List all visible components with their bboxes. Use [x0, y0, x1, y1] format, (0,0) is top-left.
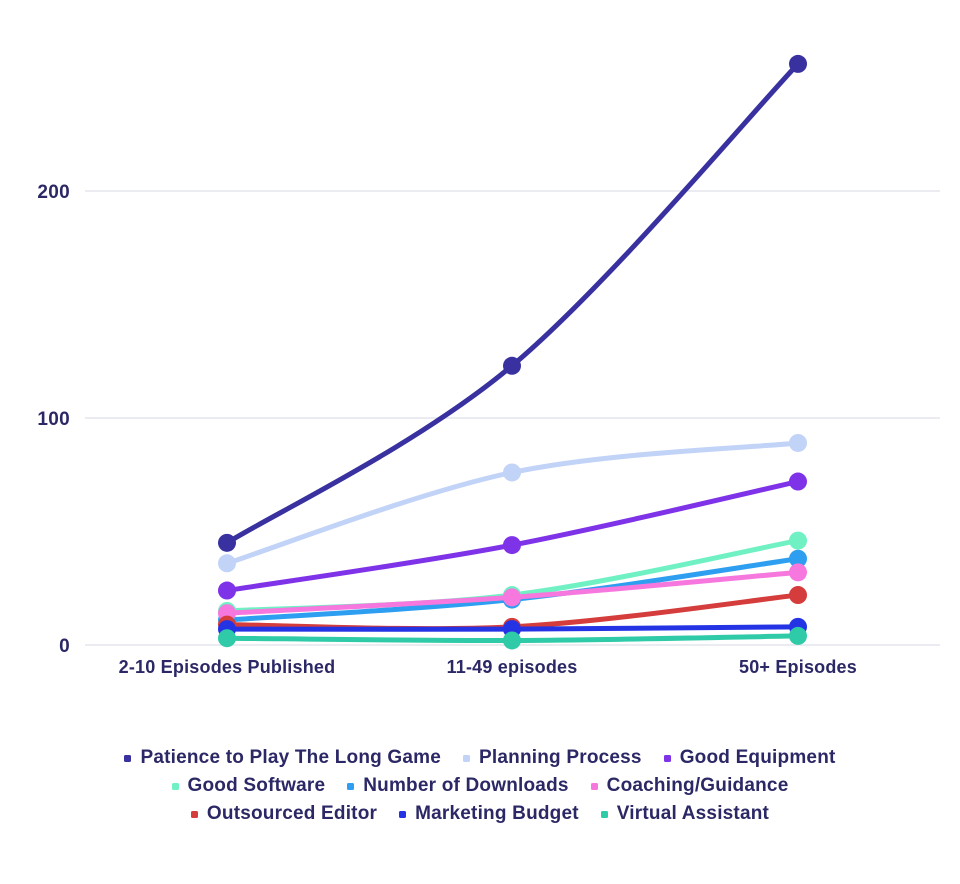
series-point-good-equipment-0 — [218, 581, 236, 600]
legend-item-marketing-budget[interactable]: Marketing Budget — [399, 803, 579, 825]
legend-marker-good-software — [171, 782, 179, 790]
series-point-planning-process-0 — [218, 554, 236, 573]
legend-marker-outsourced-editor — [190, 810, 198, 818]
legend-item-label: Coaching/Guidance — [606, 775, 789, 796]
series-point-good-equipment-1 — [503, 536, 521, 555]
y-axis-tick-label-100: 100 — [37, 409, 70, 430]
legend-item-label: Number of Downloads — [363, 775, 569, 796]
legend-item-virtual-assistant[interactable]: Virtual Assistant — [600, 803, 770, 825]
series-point-virtual-assistant-2 — [789, 626, 807, 645]
series-point-planning-process-2 — [789, 433, 807, 452]
legend-marker-coaching-guidance — [590, 782, 598, 790]
legend-marker-good-equipment — [663, 754, 671, 762]
x-axis-label-1: 11-49 episodes — [447, 657, 578, 677]
legend-marker-planning-process — [463, 754, 471, 762]
legend-item-label: Outsourced Editor — [206, 803, 378, 824]
series-point-patience-to-play-the-long-game-0 — [218, 533, 236, 552]
legend-item-label: Good Software — [187, 775, 326, 796]
legend-item-good-equipment[interactable]: Good Equipment — [663, 747, 836, 769]
legend-item-label: Virtual Assistant — [616, 803, 770, 824]
series-point-number-of-downloads-2 — [789, 549, 807, 568]
chart-plot-area: 0 100 200 2-10 Episodes Published 11-49 epis… — [37, 54, 940, 677]
series-point-coaching-guidance-1 — [503, 588, 521, 607]
series-point-outsourced-editor-2 — [789, 586, 807, 605]
series-point-virtual-assistant-0 — [218, 629, 236, 648]
series-point-virtual-assistant-1 — [503, 631, 521, 650]
legend-item-good-software[interactable]: Good Software — [171, 775, 326, 797]
legend-item-outsourced-editor[interactable]: Outsourced Editor — [190, 803, 378, 825]
legend-row-0: Patience to Play The Long Game Planning P… — [0, 744, 960, 772]
legend-marker-virtual-assistant — [600, 810, 608, 818]
legend-item-label: Patience to Play The Long Game — [140, 747, 442, 768]
series-point-coaching-guidance-2 — [789, 563, 807, 582]
legend-item-planning-process[interactable]: Planning Process — [463, 747, 642, 769]
legend-item-label: Marketing Budget — [415, 803, 579, 824]
legend-item-coaching-guidance[interactable]: Coaching/Guidance — [590, 775, 789, 797]
legend-marker-patience-to-play-the-long-game — [124, 754, 132, 762]
x-axis-label-2: 50+ Episodes — [739, 657, 857, 677]
series-point-patience-to-play-the-long-game-1 — [503, 356, 521, 375]
x-axis-label-0: 2-10 Episodes Published — [119, 657, 336, 677]
legend-item-number-of-downloads[interactable]: Number of Downloads — [347, 775, 568, 797]
legend-marker-number-of-downloads — [347, 782, 355, 790]
legend-item-patience-to-play-the-long-game[interactable]: Patience to Play The Long Game — [124, 747, 441, 769]
legend-row-2: Outsourced Editor Marketing Budget Virtual… — [0, 800, 960, 828]
legend-item-label: Planning Process — [479, 747, 642, 768]
series-point-good-equipment-2 — [789, 472, 807, 491]
series-point-good-software-2 — [789, 531, 807, 550]
y-axis-tick-label-200: 200 — [37, 182, 70, 203]
y-axis-tick-label-0: 0 — [59, 636, 70, 657]
series-point-planning-process-1 — [503, 463, 521, 482]
legend-row-1: Good Software Number of Downloads Coaching… — [0, 772, 960, 800]
legend-marker-marketing-budget — [399, 810, 407, 818]
chart-legend: Patience to Play The Long Game Planning P… — [0, 744, 960, 828]
series-point-patience-to-play-the-long-game-2 — [789, 54, 807, 73]
legend-item-label: Good Equipment — [679, 747, 836, 768]
